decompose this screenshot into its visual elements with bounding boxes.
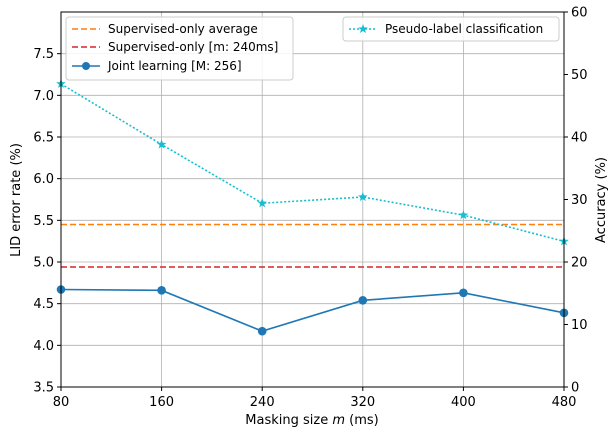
star-marker-icon [358, 24, 368, 33]
data-point [257, 326, 267, 336]
legend-label: Supervised-only average [108, 22, 258, 36]
y-axis-label-left: LID error rate (%) [9, 143, 24, 257]
y-right-tick-label: 40 [571, 131, 588, 146]
y-tick-label: 7.0 [33, 89, 54, 104]
y-axis-label-right: Accuracy (%) [594, 157, 609, 243]
y-right-tick-label: 60 [571, 6, 588, 21]
x-tick-label: 160 [149, 395, 174, 410]
y-tick-label: 7.5 [33, 47, 54, 62]
axes-layer: 80 160 240 320 400 4803.54.04.55.05.56.06.57.… [33, 6, 587, 411]
legend-item-joint-learning: Joint learning [M: 256] [72, 59, 242, 73]
series-layer [56, 78, 569, 336]
data-point [459, 288, 468, 298]
y-tick-label: 4.0 [33, 339, 54, 354]
x-tick-label: 80 [53, 395, 70, 410]
legend-label: Supervised-only [m: 240ms] [108, 40, 278, 54]
legend-item-supervised-240: Supervised-only [m: 240ms] [72, 40, 278, 54]
x-tick-label: 400 [451, 395, 476, 410]
x-tick-label: 480 [552, 395, 577, 410]
data-point [358, 296, 368, 305]
y-right-tick-label: 30 [571, 193, 588, 208]
legend-label: Pseudo-label classification [385, 22, 543, 36]
y-right-tick-label: 0 [571, 381, 579, 396]
legend-item-pseudo-label: Pseudo-label classification [349, 22, 543, 36]
legend-item-supervised-average: Supervised-only average [72, 22, 258, 36]
y-tick-label: 4.5 [33, 297, 54, 312]
legend-left: Supervised-only average Supervised-only … [65, 16, 294, 81]
data-point-star [358, 192, 368, 202]
y-right-tick-label: 20 [571, 256, 588, 271]
y-tick-label: 6.5 [33, 131, 54, 146]
data-point-star [458, 210, 469, 220]
data-point-star [156, 139, 167, 149]
y-tick-label: 5.5 [33, 214, 54, 229]
y-right-tick-label: 10 [571, 318, 588, 333]
series-line [60, 288, 565, 333]
y-right-tick-label: 50 [571, 68, 588, 83]
series-line [60, 83, 565, 243]
legend-right: Pseudo-label classification [342, 16, 560, 42]
y-tick-label: 5.0 [33, 256, 54, 271]
y-tick-label: 3.5 [33, 381, 54, 396]
data-point [157, 286, 166, 295]
data-point-star [257, 198, 267, 208]
x-axis-label: Masking size m (ms) [245, 413, 378, 428]
legend-label: Joint learning [M: 256] [107, 59, 242, 73]
y-tick-label: 6.0 [33, 172, 54, 187]
x-tick-label: 240 [250, 395, 275, 410]
x-tick-label: 320 [350, 395, 375, 410]
